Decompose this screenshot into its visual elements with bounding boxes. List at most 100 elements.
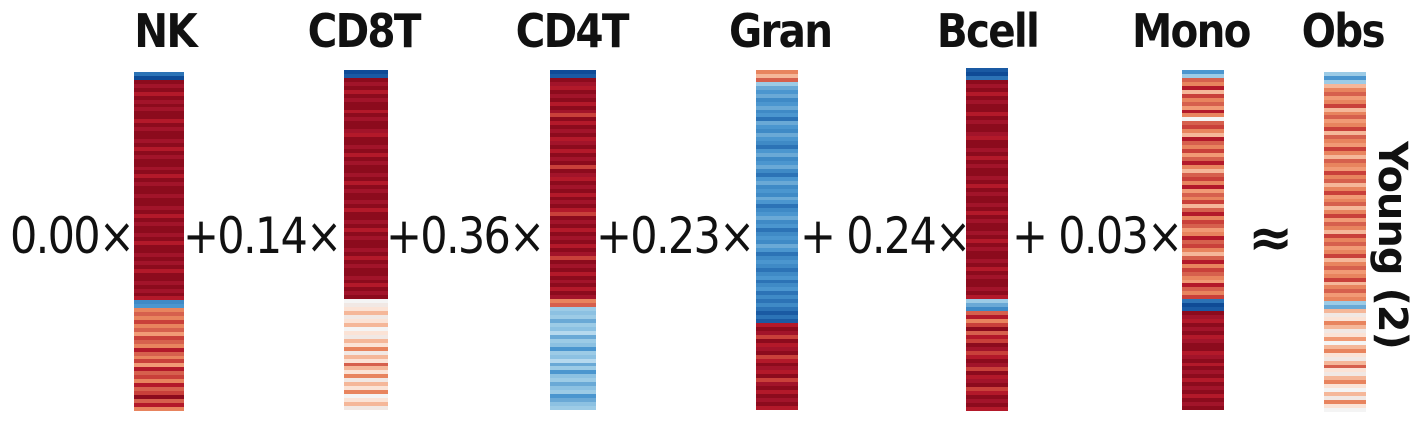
heatmap-stripe: [756, 350, 798, 355]
heatmap-stripe: [550, 243, 596, 248]
heatmap-stripe: [966, 283, 1008, 288]
heatmap-stripe: [550, 232, 596, 237]
heatmap-stripe: [756, 299, 798, 304]
heatmap-stripe: [550, 121, 596, 126]
heatmap-stripe: [550, 109, 596, 114]
heatmap-stripe: [134, 343, 184, 348]
heatmap-stripe: [344, 311, 388, 316]
heatmap-stripe: [1324, 238, 1366, 242]
coefficient-nk: 0.00×: [10, 207, 135, 265]
heatmap-stripe: [756, 291, 798, 296]
heatmap-stripe: [134, 194, 184, 198]
heatmap-stripe: [344, 243, 388, 248]
heatmap-stripe: [966, 131, 1008, 136]
heatmap-stripe: [550, 184, 596, 189]
heatmap-stripe: [1324, 194, 1366, 199]
heatmap-stripe: [344, 247, 388, 252]
heatmap-stripe: [550, 287, 596, 292]
heatmap-stripe: [344, 307, 388, 312]
heatmap-stripe: [1324, 135, 1366, 140]
heatmap-stripe: [756, 196, 798, 201]
heatmap-stripe: [134, 245, 184, 250]
heatmap-stripe: [550, 172, 596, 177]
header-cd4t: CD4T: [515, 4, 630, 58]
heatmap-stripe: [550, 402, 596, 407]
heatmap-stripe: [134, 367, 184, 372]
heatmap-stripe: [344, 153, 388, 157]
heatmap-stripe: [1324, 392, 1366, 397]
heatmap-stripe: [966, 179, 1008, 184]
heatmap-stripe: [344, 394, 388, 399]
approx-symbol: ≈: [1248, 206, 1294, 269]
heatmap-stripe: [1324, 166, 1366, 171]
heatmap-stripe: [550, 338, 596, 343]
heatmap-stripe: [1182, 101, 1224, 106]
heatmap-stripe: [550, 382, 596, 387]
heatmap-stripe: [550, 164, 596, 169]
heatmap-stripe: [344, 180, 388, 185]
heatmap-stripe: [134, 249, 184, 254]
heatmap-stripe: [134, 138, 184, 143]
heatmap-stripe: [134, 229, 184, 234]
heatmap-stripe: [1324, 348, 1366, 353]
heatmap-stripe: [1182, 303, 1224, 308]
heatmap-stripe: [966, 378, 1008, 383]
header-nk: NK: [134, 4, 198, 58]
heatmap-stripe: [550, 81, 596, 86]
heatmap-stripe: [966, 267, 1008, 272]
heatmap-stripe: [550, 239, 596, 244]
heatmap-stripe: [1324, 273, 1366, 278]
heatmap-stripe: [344, 263, 388, 268]
heatmap-stripe: [756, 93, 798, 98]
heatmap-stripe: [134, 261, 184, 265]
heatmap-stripe: [756, 374, 798, 379]
heatmap-stripe: [134, 182, 184, 187]
heatmap-stripe: [134, 131, 184, 135]
heatmap-stripe: [550, 370, 596, 375]
heatmap-stripe: [1324, 368, 1366, 373]
heatmap-stripe: [966, 123, 1008, 128]
heatmap-stripe: [1182, 259, 1224, 264]
heatmap-stripe: [1324, 226, 1366, 231]
heatmap-stripe: [134, 154, 184, 159]
heatmap-stripe: [1324, 99, 1366, 104]
heatmap-stripe: [966, 366, 1008, 371]
heatmap-stripe: [550, 283, 596, 288]
heatmap-stripe: [1324, 404, 1366, 409]
heatmap-stripe: [550, 97, 596, 102]
side-label-container: Young (2): [1362, 95, 1419, 395]
heatmap-stripe: [756, 271, 798, 276]
heatmap-stripe: [756, 255, 798, 260]
heatmap-stripe: [1182, 390, 1224, 395]
heatmap-stripe: [1324, 234, 1366, 239]
heatmap-stripe: [134, 213, 184, 218]
heatmap-stripe: [1182, 184, 1224, 189]
heatmap-stripe: [550, 271, 596, 276]
heatmap-stripe: [756, 89, 798, 94]
heatmap-stripe: [966, 68, 1008, 72]
heatmap-stripe: [344, 228, 388, 233]
heatmap-stripe: [344, 374, 388, 379]
heatmap-bar-bcell: [966, 68, 1008, 411]
heatmap-stripe: [1182, 180, 1224, 185]
heatmap-stripe: [756, 330, 798, 335]
heatmap-stripe: [134, 201, 184, 206]
heatmap-stripe: [756, 370, 798, 375]
heatmap-stripe: [1182, 239, 1224, 244]
heatmap-stripe: [344, 184, 388, 189]
heatmap-stripe: [1324, 336, 1366, 341]
heatmap-stripe: [134, 107, 184, 112]
heatmap-stripe: [966, 195, 1008, 200]
heatmap-stripe: [1324, 91, 1366, 96]
heatmap-stripe: [966, 187, 1008, 192]
heatmap-stripe: [344, 366, 388, 371]
heatmap-stripe: [1182, 406, 1224, 410]
heatmap-stripe: [756, 208, 798, 213]
heatmap-stripe: [1324, 123, 1366, 128]
heatmap-stripe: [550, 204, 596, 209]
heatmap-stripe: [966, 394, 1008, 399]
heatmap-stripe: [966, 386, 1008, 391]
heatmap-stripe: [1324, 364, 1366, 369]
heatmap-stripe: [966, 299, 1008, 304]
heatmap-stripe: [134, 99, 184, 104]
